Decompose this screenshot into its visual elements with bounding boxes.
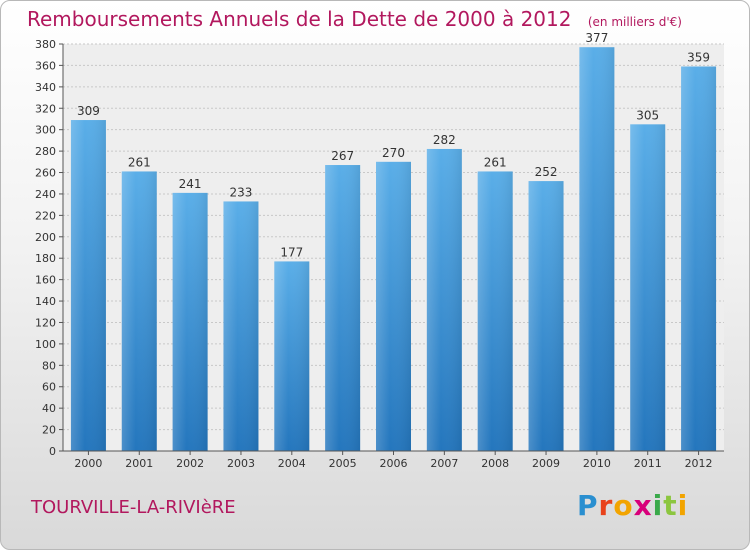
y-tick-label: 20 xyxy=(42,424,56,437)
x-tick-label: 2006 xyxy=(380,457,408,470)
chart-title: Remboursements Annuels de la Dette de 20… xyxy=(27,7,682,31)
y-tick-label: 0 xyxy=(49,445,56,458)
bar-value-label: 309 xyxy=(77,104,100,118)
x-tick-label: 2011 xyxy=(634,457,662,470)
bar-value-label: 270 xyxy=(382,146,405,160)
logo-letter: i xyxy=(652,489,664,522)
y-tick-label: 140 xyxy=(35,295,56,308)
y-tick-label: 360 xyxy=(35,59,56,72)
bar-shine xyxy=(630,124,666,451)
bar-shine xyxy=(426,148,462,451)
x-tick-label: 2001 xyxy=(125,457,153,470)
x-tick-label: 2003 xyxy=(227,457,255,470)
bar-shine xyxy=(528,181,564,452)
chart-unit: (en milliers d'€) xyxy=(587,15,682,29)
y-tick-label: 160 xyxy=(35,274,56,287)
bar-value-label: 241 xyxy=(179,177,202,191)
y-tick-label: 340 xyxy=(35,81,56,94)
y-tick-label: 40 xyxy=(42,402,56,415)
bar-shine xyxy=(681,66,717,452)
x-tick-label: 2009 xyxy=(532,457,560,470)
bar-shine xyxy=(70,120,106,451)
y-tick-label: 240 xyxy=(35,188,56,201)
bar-shine xyxy=(172,192,208,451)
bar-value-label: 261 xyxy=(128,155,151,169)
bar-value-label: 177 xyxy=(280,245,303,259)
x-tick-label: 2008 xyxy=(481,457,509,470)
x-tick-label: 2010 xyxy=(583,457,611,470)
logo-letter: x xyxy=(633,489,653,522)
proxiti-logo: Proxiti xyxy=(577,489,688,522)
y-tick-label: 260 xyxy=(35,167,56,180)
x-tick-label: 2002 xyxy=(176,457,204,470)
logo-letter: P xyxy=(577,489,599,522)
town-name: TOURVILLE-LA-RIVIèRE xyxy=(31,497,236,518)
y-tick-label: 100 xyxy=(35,338,56,351)
bar-value-label: 252 xyxy=(535,165,558,179)
bar-shine xyxy=(223,201,259,451)
bar-value-label: 261 xyxy=(484,155,507,169)
bar-shine xyxy=(579,47,615,451)
chart-title-text: Remboursements Annuels de la Dette de 20… xyxy=(27,7,572,31)
y-tick-label: 120 xyxy=(35,316,56,329)
y-tick-label: 320 xyxy=(35,102,56,115)
y-tick-label: 80 xyxy=(42,359,56,372)
logo-letter: r xyxy=(598,489,614,522)
bar-value-label: 267 xyxy=(331,149,354,163)
y-tick-label: 200 xyxy=(35,231,56,244)
x-tick-label: 2005 xyxy=(329,457,357,470)
x-tick-label: 2007 xyxy=(430,457,458,470)
x-tick-label: 2000 xyxy=(74,457,102,470)
bar-value-label: 282 xyxy=(433,133,456,147)
logo-letter: o xyxy=(613,489,634,522)
y-tick-label: 180 xyxy=(35,252,56,265)
bar-shine xyxy=(477,171,513,451)
bar-shine xyxy=(274,261,310,451)
bar-value-label: 377 xyxy=(585,31,608,45)
x-tick-label: 2012 xyxy=(685,457,713,470)
y-tick-label: 280 xyxy=(35,145,56,158)
y-tick-label: 300 xyxy=(35,124,56,137)
logo-letter: i xyxy=(677,489,689,522)
x-tick-label: 2004 xyxy=(278,457,306,470)
y-tick-label: 380 xyxy=(35,38,56,51)
logo-letter: t xyxy=(663,489,678,522)
bar-shine xyxy=(121,171,157,451)
bar-shine xyxy=(325,165,361,452)
bar-shine xyxy=(376,161,411,451)
y-tick-label: 220 xyxy=(35,209,56,222)
bar-value-label: 305 xyxy=(636,108,659,122)
bar-value-label: 233 xyxy=(230,185,253,199)
y-tick-label: 60 xyxy=(42,381,56,394)
bar-value-label: 359 xyxy=(687,50,710,64)
